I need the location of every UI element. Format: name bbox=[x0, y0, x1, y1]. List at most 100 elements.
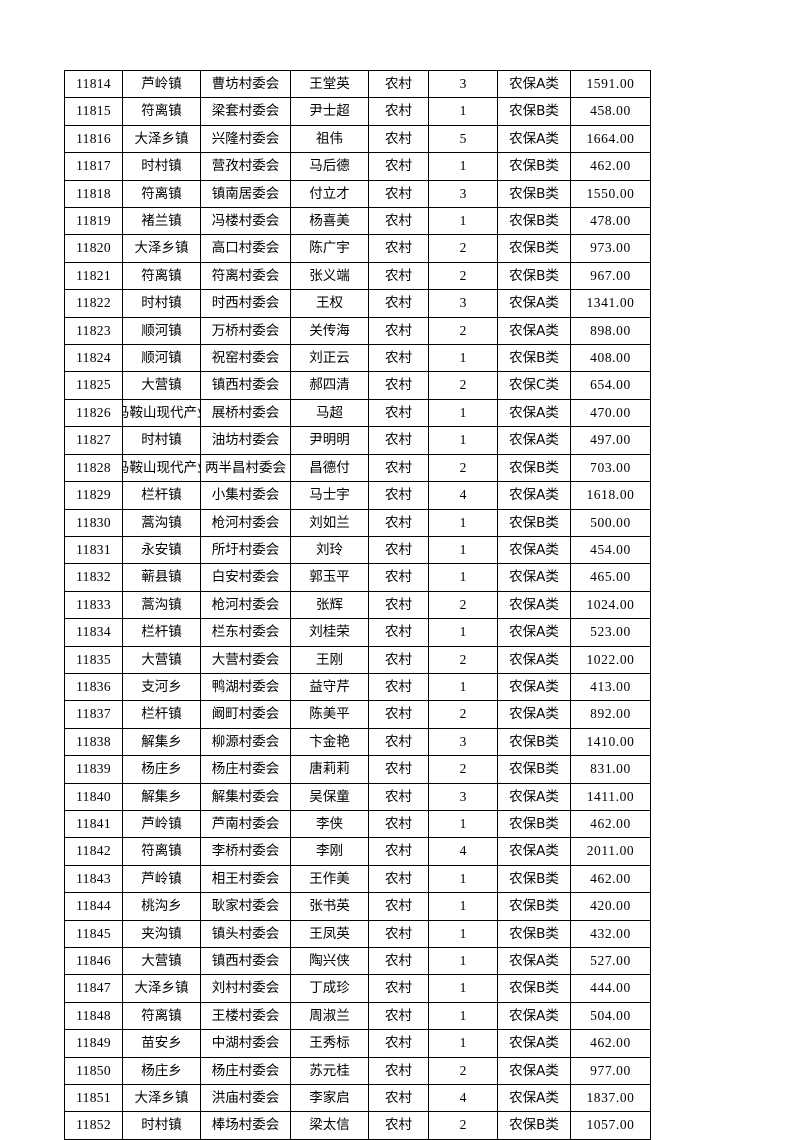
cell-household-type: 农村 bbox=[368, 755, 429, 784]
cell-amount: 454.00 bbox=[570, 535, 651, 565]
cell-household-type: 农村 bbox=[368, 481, 429, 510]
cell-household-type: 农村 bbox=[368, 124, 429, 154]
cell-person-count: 2 bbox=[428, 1111, 498, 1140]
cell-township: 马鞍山现代产业园区 bbox=[122, 453, 201, 483]
cell-serial-number: 11833 bbox=[64, 590, 123, 620]
cell-insurance-category: 农保B类 bbox=[497, 97, 571, 126]
cell-serial-number: 11816 bbox=[64, 124, 123, 154]
cell-person-count: 1 bbox=[428, 535, 498, 565]
cell-amount: 1591.00 bbox=[570, 69, 651, 99]
cell-serial-number: 11820 bbox=[64, 234, 123, 263]
cell-household-type: 农村 bbox=[368, 782, 429, 811]
cell-person-name: 李家启 bbox=[290, 1084, 369, 1113]
cell-insurance-category: 农保B类 bbox=[497, 234, 571, 263]
table-row: 11848 符离镇 王楼村委会 周淑兰 农村 1 农保A类 504.00 bbox=[64, 1001, 651, 1031]
cell-household-type: 农村 bbox=[368, 1084, 429, 1113]
cell-person-name: 刘桂荣 bbox=[290, 618, 369, 647]
cell-household-type: 农村 bbox=[368, 426, 429, 455]
cell-household-type: 农村 bbox=[368, 645, 429, 674]
cell-household-type: 农村 bbox=[368, 508, 429, 537]
cell-amount: 967.00 bbox=[570, 261, 651, 291]
cell-village-committee: 王楼村委会 bbox=[200, 1001, 291, 1031]
cell-amount: 1618.00 bbox=[570, 481, 651, 510]
cell-village-committee: 高口村委会 bbox=[200, 234, 291, 263]
cell-person-name: 陈广宇 bbox=[290, 234, 369, 263]
cell-person-name: 昌德付 bbox=[290, 453, 369, 483]
cell-insurance-category: 农保B类 bbox=[497, 508, 571, 537]
table-row: 11850 杨庄乡 杨庄村委会 苏元桂 农村 2 农保A类 977.00 bbox=[64, 1056, 651, 1086]
cell-insurance-category: 农保B类 bbox=[497, 344, 571, 373]
cell-insurance-category: 农保A类 bbox=[497, 535, 571, 565]
cell-township: 时村镇 bbox=[122, 1111, 201, 1140]
cell-person-name: 丁成珍 bbox=[290, 974, 369, 1003]
cell-village-committee: 镇西村委会 bbox=[200, 946, 291, 976]
cell-serial-number: 11827 bbox=[64, 426, 123, 455]
cell-serial-number: 11839 bbox=[64, 755, 123, 784]
cell-insurance-category: 农保A类 bbox=[497, 1029, 571, 1058]
cell-person-count: 1 bbox=[428, 563, 498, 592]
cell-serial-number: 11837 bbox=[64, 700, 123, 729]
cell-serial-number: 11818 bbox=[64, 179, 123, 209]
cell-township: 支河乡 bbox=[122, 672, 201, 702]
cell-household-type: 农村 bbox=[368, 261, 429, 291]
cell-insurance-category: 农保C类 bbox=[497, 371, 571, 400]
cell-person-count: 1 bbox=[428, 152, 498, 181]
cell-person-count: 1 bbox=[428, 426, 498, 455]
cell-serial-number: 11844 bbox=[64, 892, 123, 921]
cell-person-name: 付立才 bbox=[290, 179, 369, 209]
cell-person-name: 苏元桂 bbox=[290, 1056, 369, 1086]
cell-person-count: 1 bbox=[428, 809, 498, 839]
cell-household-type: 农村 bbox=[368, 618, 429, 647]
cell-serial-number: 11829 bbox=[64, 481, 123, 510]
table-row: 11821 符离镇 符离村委会 张义端 农村 2 农保B类 967.00 bbox=[64, 261, 651, 291]
cell-insurance-category: 农保B类 bbox=[497, 809, 571, 839]
cell-household-type: 农村 bbox=[368, 700, 429, 729]
cell-village-committee: 镇头村委会 bbox=[200, 919, 291, 949]
cell-person-count: 1 bbox=[428, 207, 498, 236]
cell-township: 蒿沟镇 bbox=[122, 590, 201, 620]
cell-person-count: 1 bbox=[428, 398, 498, 428]
cell-household-type: 农村 bbox=[368, 97, 429, 126]
table-container: 11814 芦岭镇 曹坊村委会 王堂英 农村 3 农保A类 1591.00 11815 符离镇 梁套… bbox=[64, 69, 651, 1140]
cell-insurance-category: 农保A类 bbox=[497, 1084, 571, 1113]
cell-household-type: 农村 bbox=[368, 289, 429, 318]
cell-insurance-category: 农保A类 bbox=[497, 289, 571, 318]
cell-serial-number: 11848 bbox=[64, 1001, 123, 1031]
cell-township: 时村镇 bbox=[122, 152, 201, 181]
cell-village-committee: 营孜村委会 bbox=[200, 152, 291, 181]
cell-person-count: 1 bbox=[428, 864, 498, 894]
cell-amount: 898.00 bbox=[570, 316, 651, 346]
cell-village-committee: 解集村委会 bbox=[200, 782, 291, 811]
cell-insurance-category: 农保A类 bbox=[497, 316, 571, 346]
cell-person-count: 1 bbox=[428, 946, 498, 976]
cell-serial-number: 11846 bbox=[64, 946, 123, 976]
cell-serial-number: 11834 bbox=[64, 618, 123, 647]
cell-amount: 478.00 bbox=[570, 207, 651, 236]
cell-village-committee: 展桥村委会 bbox=[200, 398, 291, 428]
table-row: 11838 解集乡 柳源村委会 卞金艳 农村 3 农保B类 1410.00 bbox=[64, 727, 651, 757]
cell-person-name: 关传海 bbox=[290, 316, 369, 346]
cell-serial-number: 11836 bbox=[64, 672, 123, 702]
cell-township: 时村镇 bbox=[122, 426, 201, 455]
cell-township: 大泽乡镇 bbox=[122, 1084, 201, 1113]
cell-insurance-category: 农保A类 bbox=[497, 618, 571, 647]
table-row: 11846 大营镇 镇西村委会 陶兴侠 农村 1 农保A类 527.00 bbox=[64, 946, 651, 976]
cell-village-committee: 祝窑村委会 bbox=[200, 344, 291, 373]
cell-serial-number: 11845 bbox=[64, 919, 123, 949]
cell-township: 栏杆镇 bbox=[122, 481, 201, 510]
cell-township: 夹沟镇 bbox=[122, 919, 201, 949]
cell-household-type: 农村 bbox=[368, 453, 429, 483]
cell-amount: 462.00 bbox=[570, 1029, 651, 1058]
table-row: 11841 芦岭镇 芦南村委会 李侠 农村 1 农保B类 462.00 bbox=[64, 809, 651, 839]
cell-person-name: 陈美平 bbox=[290, 700, 369, 729]
cell-village-committee: 冯楼村委会 bbox=[200, 207, 291, 236]
cell-insurance-category: 农保A类 bbox=[497, 645, 571, 674]
cell-serial-number: 11851 bbox=[64, 1084, 123, 1113]
cell-person-name: 马士宇 bbox=[290, 481, 369, 510]
cell-insurance-category: 农保B类 bbox=[497, 727, 571, 757]
township-overflow-text: 马鞍山现代产业园区 bbox=[124, 459, 200, 476]
cell-amount: 470.00 bbox=[570, 398, 651, 428]
cell-amount: 465.00 bbox=[570, 563, 651, 592]
table-row: 11832 蕲县镇 白安村委会 郭玉平 农村 1 农保A类 465.00 bbox=[64, 563, 651, 592]
cell-insurance-category: 农保A类 bbox=[497, 946, 571, 976]
